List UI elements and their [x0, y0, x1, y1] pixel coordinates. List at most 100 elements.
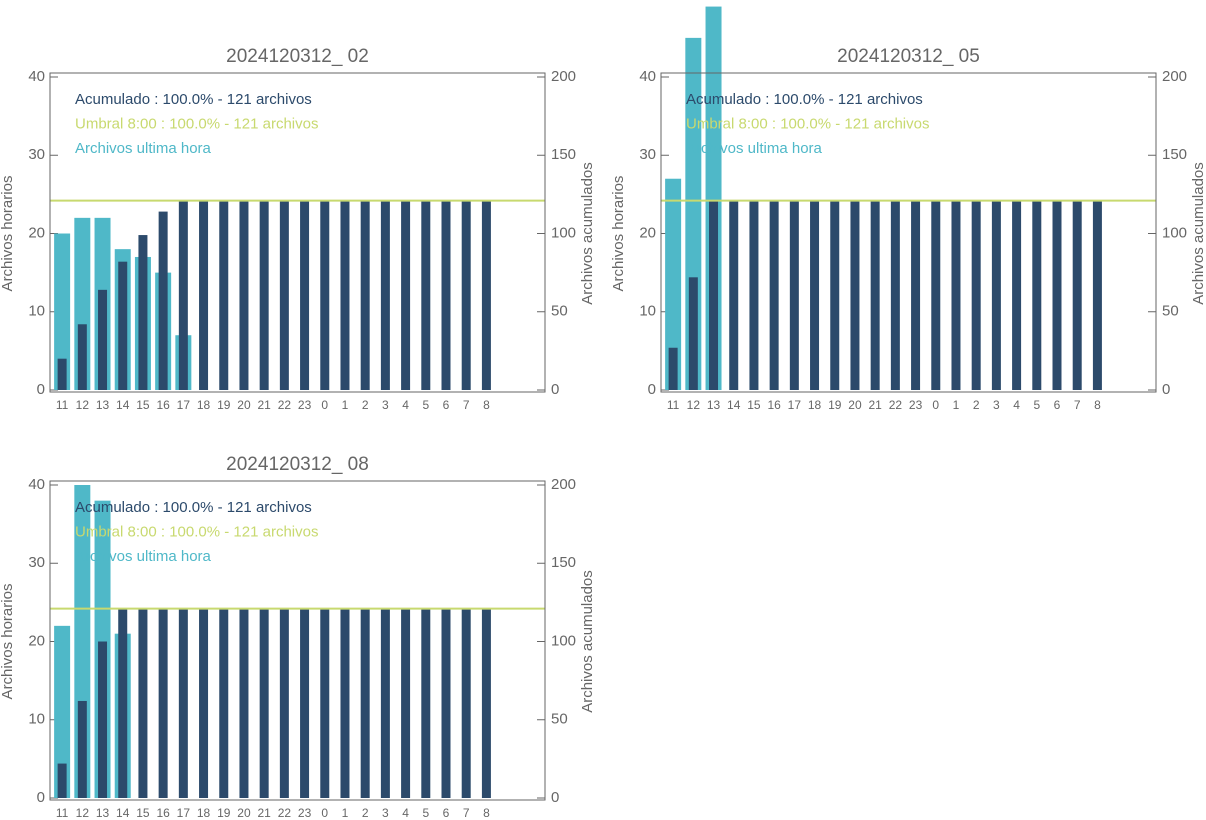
- y-axis-label: Archivos horarios: [610, 176, 627, 292]
- legend-entry: Umbral 8:00 : 100.0% - 121 archivos: [75, 115, 318, 132]
- bar: [340, 608, 350, 798]
- x-tick-label: 21: [257, 398, 271, 412]
- bar: [259, 608, 269, 798]
- bar: [1072, 200, 1082, 390]
- x-tick-label: 6: [443, 398, 450, 412]
- legend-entry: Umbral 8:00 : 100.0% - 121 archivos: [75, 523, 318, 540]
- bar: [461, 200, 471, 390]
- x-tick-label: 14: [116, 806, 130, 820]
- y-tick-label: 40: [28, 476, 45, 493]
- bar: [77, 324, 87, 390]
- bar: [749, 200, 759, 390]
- bar: [138, 608, 148, 798]
- bar: [98, 289, 108, 390]
- x-tick-label: 22: [278, 806, 292, 820]
- bar: [991, 200, 1001, 390]
- y-tick-label: 10: [28, 303, 45, 320]
- y-tick-label: 0: [37, 381, 45, 398]
- bar: [441, 608, 451, 798]
- x-tick-label: 11: [56, 806, 69, 820]
- plot-frame: [660, 72, 1157, 393]
- x-tick-label: 22: [278, 398, 292, 412]
- y2-axis-label: Archivos acumulados: [579, 570, 596, 713]
- x-tick-label: 1: [342, 398, 349, 412]
- x-tick-label: 8: [483, 806, 490, 820]
- y2-axis-label: Archivos acumulados: [579, 162, 596, 305]
- bar: [279, 200, 289, 390]
- x-tick-label: 21: [257, 806, 271, 820]
- bar: [279, 608, 289, 798]
- y2-tick-label: 0: [551, 789, 559, 806]
- x-tick-label: 16: [156, 398, 170, 412]
- bar: [481, 200, 491, 390]
- legend-entry: Archivos ultima hora: [686, 140, 823, 157]
- legend-entry: Acumulado : 100.0% - 121 archivos: [75, 499, 312, 516]
- y2-tick-label: 100: [1162, 224, 1187, 241]
- bar: [441, 200, 451, 390]
- y-tick-label: 20: [28, 632, 45, 649]
- y-tick-label: 30: [28, 554, 45, 571]
- bar: [219, 200, 229, 390]
- y-tick-label: 30: [639, 146, 656, 163]
- x-tick-label: 12: [687, 398, 701, 412]
- x-tick-label: 0: [321, 806, 328, 820]
- x-tick-label: 3: [382, 806, 389, 820]
- x-tick-label: 6: [1054, 398, 1061, 412]
- y2-tick-label: 200: [551, 476, 576, 493]
- bar: [118, 608, 128, 798]
- legend-entry: Umbral 8:00 : 100.0% - 121 archivos: [686, 115, 929, 132]
- bar: [1052, 200, 1062, 390]
- chart-title: 2024120312_ 08: [226, 454, 369, 475]
- x-tick-label: 14: [116, 398, 130, 412]
- y2-tick-label: 200: [1162, 68, 1187, 85]
- y2-tick-label: 50: [1162, 303, 1179, 320]
- x-tick-label: 15: [136, 398, 150, 412]
- legend-entry: Archivos ultima hora: [75, 140, 212, 157]
- x-tick-label: 0: [932, 398, 939, 412]
- y2-tick-label: 150: [551, 554, 576, 571]
- x-tick-label: 5: [422, 806, 429, 820]
- bar: [158, 608, 168, 798]
- legend-entry: Acumulado : 100.0% - 121 archivos: [75, 91, 312, 108]
- x-tick-label: 23: [909, 398, 923, 412]
- bar: [709, 200, 719, 390]
- x-tick-label: 13: [707, 398, 721, 412]
- x-tick-label: 1: [342, 806, 349, 820]
- y-tick-label: 30: [28, 146, 45, 163]
- bar: [178, 200, 188, 390]
- y-tick-label: 10: [28, 711, 45, 728]
- x-tick-label: 20: [848, 398, 862, 412]
- bar: [380, 200, 390, 390]
- bar: [219, 608, 229, 798]
- x-tick-label: 0: [321, 398, 328, 412]
- x-tick-label: 4: [402, 398, 409, 412]
- bar: [54, 233, 71, 390]
- y2-tick-label: 150: [1162, 146, 1187, 163]
- bar: [890, 200, 900, 390]
- bar: [461, 608, 471, 798]
- bar: [668, 347, 678, 390]
- x-tick-label: 16: [767, 398, 781, 412]
- x-tick-label: 4: [1013, 398, 1020, 412]
- x-tick-label: 17: [177, 398, 191, 412]
- bar: [98, 641, 108, 798]
- x-tick-label: 23: [298, 806, 312, 820]
- bar: [1092, 200, 1102, 390]
- x-tick-label: 16: [156, 806, 170, 820]
- x-tick-label: 5: [1033, 398, 1040, 412]
- y-axis-label: Archivos horarios: [0, 176, 16, 292]
- bar: [421, 608, 431, 798]
- bar: [199, 200, 209, 390]
- x-tick-label: 21: [868, 398, 882, 412]
- bar: [340, 200, 350, 390]
- legend-entry: Archivos ultima hora: [75, 548, 212, 565]
- x-tick-label: 23: [298, 398, 312, 412]
- legend-entry: Acumulado : 100.0% - 121 archivos: [686, 91, 923, 108]
- x-tick-label: 20: [237, 806, 251, 820]
- x-tick-label: 6: [443, 806, 450, 820]
- bar: [401, 608, 411, 798]
- y2-tick-label: 50: [551, 711, 568, 728]
- x-tick-label: 19: [828, 398, 842, 412]
- x-tick-label: 11: [667, 398, 680, 412]
- x-tick-label: 12: [76, 398, 90, 412]
